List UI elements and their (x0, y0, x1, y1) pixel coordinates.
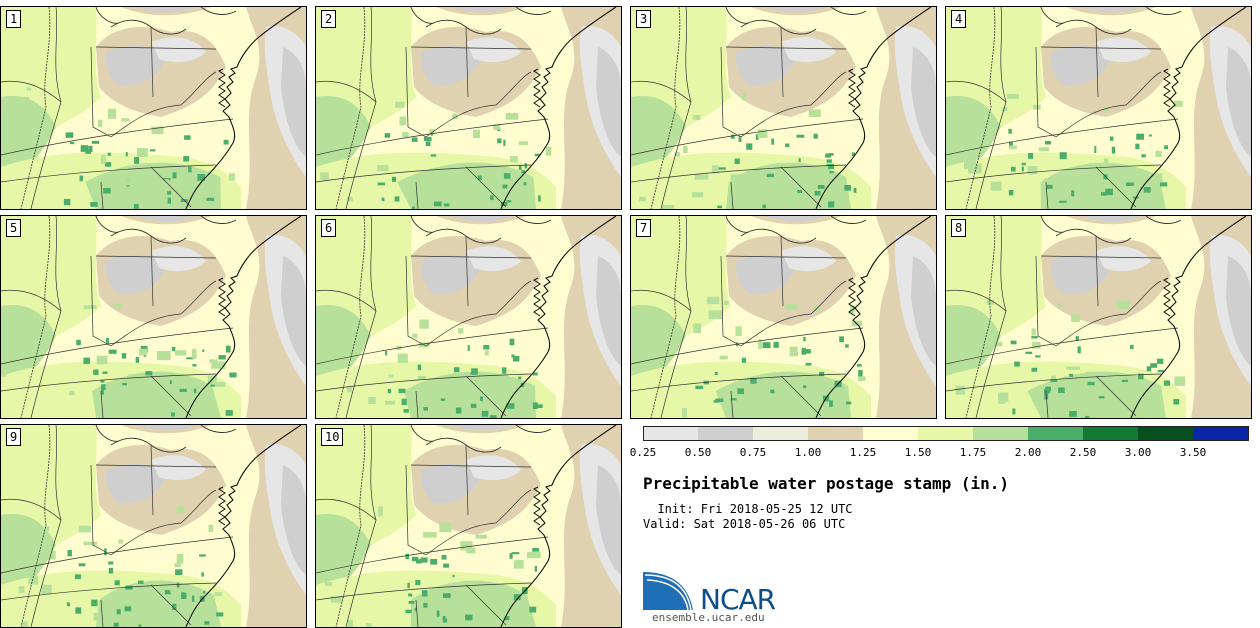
ensemble-member-panel: 3 (630, 6, 937, 210)
colorbar-swatch (808, 426, 864, 440)
colorbar-swatch (918, 426, 974, 440)
colorbar-tick-label: 0.75 (739, 446, 767, 459)
colorbar-tick-label: 2.50 (1069, 446, 1097, 459)
logo-url[interactable]: ensemble.ucar.edu (652, 611, 765, 624)
precipitable-water-map (946, 216, 1251, 418)
precipitable-water-map (316, 425, 621, 627)
ensemble-member-panel: 1 (0, 6, 307, 210)
colorbar-tick-label: 1.75 (959, 446, 987, 459)
init-time: Init: Fri 2018-05-25 12 UTC (643, 502, 853, 516)
ensemble-member-panel: 8 (945, 215, 1252, 419)
chart-title: Precipitable water postage stamp (in.) (643, 474, 1010, 493)
ensemble-member-panel: 2 (315, 6, 622, 210)
colorbar-tick-label: 1.50 (904, 446, 932, 459)
member-number-label: 5 (6, 219, 22, 237)
ensemble-member-panel: 9 (0, 424, 307, 628)
colorbar-swatch (643, 426, 699, 440)
precipitable-water-map (631, 216, 936, 418)
member-number-label: 9 (6, 428, 22, 446)
precipitable-water-map (1, 216, 306, 418)
colorbar-swatch (1138, 426, 1194, 440)
precipitable-water-map (631, 7, 936, 209)
ensemble-member-panel: 4 (945, 6, 1252, 210)
valid-time: Valid: Sat 2018-05-26 06 UTC (643, 517, 846, 531)
precipitable-water-map (1, 7, 306, 209)
ensemble-member-panel: 6 (315, 215, 622, 419)
ncar-logo-icon (643, 572, 693, 611)
precipitable-water-map (316, 216, 621, 418)
colorbar-tick-label: 3.00 (1124, 446, 1152, 459)
colorbar-frame (643, 426, 1249, 441)
colorbar-tick-label: 0.50 (684, 446, 712, 459)
member-number-label: 3 (636, 10, 652, 28)
ensemble-member-panel: 5 (0, 215, 307, 419)
member-number-label: 6 (321, 219, 337, 237)
member-number-label: 2 (321, 10, 337, 28)
ensemble-member-panel: 7 (630, 215, 937, 419)
colorbar-swatch (698, 426, 754, 440)
member-number-label: 8 (951, 219, 967, 237)
member-number-label: 10 (321, 428, 344, 446)
colorbar (643, 426, 1249, 440)
colorbar-swatch (863, 426, 919, 440)
precipitable-water-map (1, 425, 306, 627)
colorbar-tick-label: 1.00 (794, 446, 822, 459)
member-number-label: 1 (6, 10, 22, 28)
colorbar-swatch (1083, 426, 1139, 440)
colorbar-tick-label: 0.25 (629, 446, 657, 459)
precipitable-water-map (316, 7, 621, 209)
logo-name: NCAR (700, 583, 776, 616)
member-number-label: 4 (951, 10, 967, 28)
precipitable-water-map (946, 7, 1251, 209)
member-number-label: 7 (636, 219, 652, 237)
colorbar-swatch (1193, 426, 1249, 440)
colorbar-swatch (973, 426, 1029, 440)
colorbar-tick-label: 1.25 (849, 446, 877, 459)
colorbar-tick-label: 2.00 (1014, 446, 1042, 459)
ensemble-member-panel: 10 (315, 424, 622, 628)
colorbar-swatch (1028, 426, 1084, 440)
colorbar-tick-label: 3.50 (1179, 446, 1207, 459)
colorbar-swatch (753, 426, 809, 440)
